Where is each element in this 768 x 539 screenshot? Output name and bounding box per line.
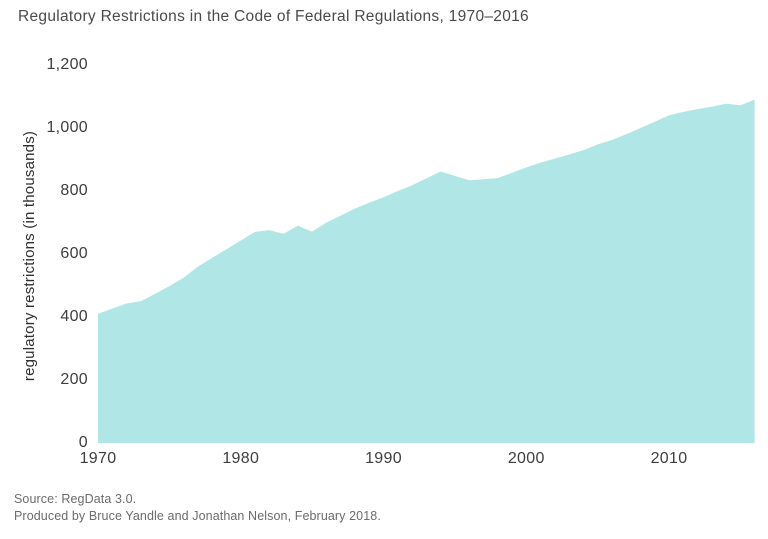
x-tick-label: 1970 xyxy=(79,450,117,467)
y-tick-label: 1,200 xyxy=(46,56,88,73)
credit-note: Produced by Bruce Yandle and Jonathan Ne… xyxy=(14,509,381,523)
x-tick-label: 2010 xyxy=(650,450,688,467)
y-tick-label: 600 xyxy=(60,245,88,262)
y-tick-label: 1,000 xyxy=(46,119,88,136)
y-tick-label: 800 xyxy=(60,182,88,199)
y-tick-label: 200 xyxy=(60,371,88,388)
y-tick-label: 0 xyxy=(78,434,88,451)
source-note: Source: RegData 3.0. xyxy=(14,492,137,506)
chart-title: Regulatory Restrictions in the Code of F… xyxy=(18,8,529,25)
area-series-polygon xyxy=(98,99,755,443)
x-tick-label: 2000 xyxy=(507,450,545,467)
x-tick-label: 1990 xyxy=(365,450,402,467)
y-tick-label: 400 xyxy=(60,308,88,325)
x-tick-label: 1980 xyxy=(222,450,260,467)
